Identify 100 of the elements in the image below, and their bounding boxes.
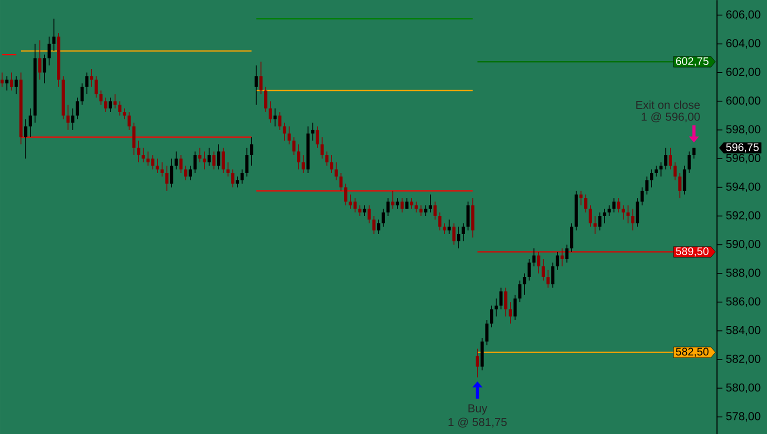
candlestick: [198, 147, 202, 163]
candlestick: [254, 64, 258, 106]
candlestick: [532, 248, 536, 267]
candlestick: [442, 222, 446, 234]
candlestick: [14, 76, 18, 94]
candlestick: [245, 147, 248, 177]
data-label: 582,50: [676, 348, 709, 357]
candlestick: [179, 154, 183, 174]
candlestick: [66, 104, 70, 130]
candlestick: [250, 136, 254, 166]
candlestick: [122, 108, 126, 120]
candlestick: [137, 140, 140, 163]
candlestick: [113, 94, 117, 109]
candlestick: [631, 208, 634, 231]
candlestick: [528, 258, 531, 281]
candlestick: [499, 287, 503, 310]
candlestick: [636, 198, 640, 228]
candlestick: [678, 172, 682, 198]
candlestick: [377, 219, 380, 234]
candlestick: [560, 248, 564, 267]
y-tick-label: 596,00: [726, 154, 760, 164]
candlestick: [118, 100, 122, 116]
y-tick-label: 598,00: [726, 125, 760, 135]
candlestick: [654, 165, 658, 177]
annotation: Buy: [468, 404, 488, 415]
text: 596,75: [726, 143, 759, 152]
candlestick: [428, 194, 432, 213]
candlestick: [414, 201, 418, 213]
candlestick: [188, 165, 192, 181]
candlestick: [10, 72, 14, 91]
candlestick: [405, 198, 408, 210]
y-tick-label: 586,00: [726, 297, 760, 307]
candlestick: [570, 222, 574, 252]
candlestick: [302, 154, 305, 174]
candlestick: [565, 244, 568, 264]
candlestick: [551, 262, 554, 288]
y-tick-label: 600,00: [726, 96, 760, 106]
candlestick: [28, 108, 32, 138]
data-label: 589,50: [676, 247, 709, 256]
candlestick: [424, 204, 428, 216]
candlestick: [612, 198, 616, 213]
candlestick: [622, 204, 625, 220]
candlestick: [494, 298, 498, 317]
candlestick: [626, 204, 630, 224]
candlestick: [128, 112, 131, 130]
candlestick: [514, 294, 517, 320]
candlestick: [537, 251, 540, 274]
candlestick: [5, 76, 8, 91]
candlestick: [85, 72, 88, 94]
candlestick: [259, 61, 263, 94]
y-tick-label: 582,00: [726, 354, 760, 364]
candlestick: [236, 176, 240, 188]
candlestick: [386, 198, 390, 216]
candlestick: [522, 273, 526, 296]
candlestick: [410, 198, 414, 210]
candlestick: [448, 219, 451, 234]
candlestick: [325, 151, 328, 166]
candlestick: [170, 158, 174, 188]
annotation: Exit on close: [636, 100, 700, 109]
y-tick-label: 604,00: [726, 39, 760, 49]
candlestick: [184, 165, 188, 181]
candlestick: [400, 198, 404, 213]
candlestick: [104, 97, 108, 112]
candlestick: [297, 144, 300, 170]
candlestick: [222, 147, 225, 174]
candlestick: [504, 287, 508, 317]
y-tick-label: 592,00: [726, 211, 760, 221]
candlestick: [372, 216, 376, 234]
candlestick: [226, 162, 230, 177]
candlestick: [659, 162, 663, 177]
candlestick: [273, 108, 277, 127]
candlestick: [165, 165, 168, 192]
candlestick: [391, 190, 394, 210]
candlestick: [292, 136, 296, 156]
candlestick: [608, 204, 611, 216]
candlestick: [76, 97, 80, 120]
y-tick-label: 602,00: [726, 68, 760, 78]
candlestick: [485, 320, 488, 346]
candlestick: [584, 194, 588, 213]
candlestick: [518, 280, 522, 302]
candlestick: [664, 147, 668, 170]
candlestick: [452, 222, 456, 246]
candlestick: [688, 151, 691, 174]
candlestick: [24, 118, 28, 160]
candlestick: [71, 108, 74, 130]
candlestick: [602, 208, 606, 224]
candlestick: [48, 36, 51, 66]
candlestick: [231, 168, 234, 188]
candlestick: [52, 18, 56, 52]
candlestick: [396, 198, 400, 210]
candlestick: [38, 40, 42, 80]
candlestick: [438, 212, 442, 231]
candlestick: [358, 204, 362, 216]
candlestick: [316, 126, 320, 148]
candlestick: [382, 208, 385, 228]
candlestick: [546, 269, 550, 288]
data-label: 602,75: [676, 57, 708, 66]
candlestick: [42, 54, 46, 84]
y-tick-label: 606,00: [726, 10, 760, 20]
candlestick: [240, 168, 244, 184]
